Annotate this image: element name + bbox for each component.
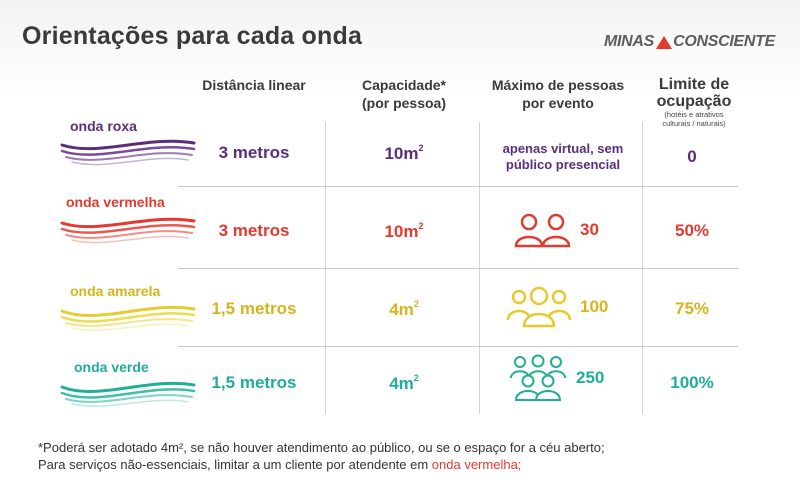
capacity-amarela-exponent: 2 <box>413 299 419 309</box>
five-people-icon <box>510 354 566 401</box>
max-roxa-line1: apenas virtual, sem <box>502 141 624 156</box>
capacity-verde-exponent: 2 <box>413 373 419 383</box>
wave-label-vermelha: onda vermelha <box>66 194 165 210</box>
capacity-roxa: 10m2 <box>340 143 468 164</box>
row-divider <box>178 186 738 187</box>
header-capacidade-line1: Capacidade* <box>361 77 447 93</box>
footnote-line2-text: Para serviços não-essenciais, limitar a … <box>38 457 432 472</box>
minas-consciente-logo: MINAS CONSCIENTE <box>604 33 775 51</box>
limit-amarela: 75% <box>674 299 710 318</box>
green-wave-icon <box>60 381 196 407</box>
max-roxa-line2: público presencial <box>505 157 621 172</box>
max-verde-value: 250 <box>576 368 605 387</box>
capacity-amarela: 4m2 <box>340 299 468 320</box>
header-maximo-line2: por evento <box>522 95 594 111</box>
header-limite: Limite de ocupação (hotéis e atrativos c… <box>646 76 742 128</box>
distance-vermelha: 3 metros <box>218 221 290 240</box>
max-vermelha-value: 30 <box>580 220 599 239</box>
wave-label-roxa: onda roxa <box>70 118 137 134</box>
distance-roxa: 3 metros <box>218 143 290 162</box>
red-wave-icon <box>60 217 196 244</box>
header-capacidade-line2: (por pessoa) <box>361 95 446 111</box>
capacity-roxa-value: 10m <box>384 144 419 163</box>
max-vermelha: 30 <box>512 212 599 248</box>
logo-text-minas: MINAS <box>604 33 655 50</box>
header-maximo-line1: Máximo de pessoas <box>491 77 625 93</box>
limit-verde: 100% <box>670 373 714 392</box>
footnote-line1: *Poderá ser adotado 4m², se não houver a… <box>38 440 605 455</box>
max-verde: 250 <box>508 354 604 402</box>
capacity-amarela-value: 4m <box>389 300 414 319</box>
three-people-icon <box>506 286 572 328</box>
logo-text-consciente: CONSCIENTE <box>673 33 775 50</box>
header-limite-note-line1: (hotéis e atrativos <box>664 110 724 119</box>
capacity-vermelha-exponent: 2 <box>418 221 424 231</box>
footnote-line2: Para serviços não-essenciais, limitar a … <box>38 456 605 473</box>
max-roxa: apenas virtual, sem público presencial <box>488 141 638 173</box>
row-divider <box>178 268 738 269</box>
two-people-icon <box>514 213 571 248</box>
row-divider <box>178 346 738 347</box>
capacity-vermelha-value: 10m <box>384 222 419 241</box>
capacity-verde: 4m2 <box>340 373 468 394</box>
header-limite-note-line2: culturais / naturais) <box>662 119 726 128</box>
max-amarela: 100 <box>506 286 608 328</box>
limit-vermelha: 50% <box>674 221 710 240</box>
distance-verde: 1,5 metros <box>211 373 297 392</box>
limit-roxa: 0 <box>687 147 697 166</box>
capacity-vermelha: 10m2 <box>340 221 468 242</box>
footnote-highlight: onda vermelha; <box>431 457 522 472</box>
header-limite-line1: Limite de <box>658 76 730 93</box>
header-distancia: Distância linear <box>202 77 306 93</box>
header-capacidade: Capacidade* (por pessoa) <box>340 76 468 112</box>
logo-triangle-icon <box>656 35 673 49</box>
purple-wave-icon <box>60 139 196 166</box>
yellow-wave-icon <box>60 305 196 331</box>
wave-label-amarela: onda amarela <box>70 283 161 299</box>
distance-amarela: 1,5 metros <box>211 299 297 318</box>
footnote: *Poderá ser adotado 4m², se não houver a… <box>38 439 605 473</box>
capacity-verde-value: 4m <box>389 374 414 393</box>
capacity-roxa-exponent: 2 <box>418 143 424 153</box>
max-amarela-value: 100 <box>580 297 609 316</box>
header-limite-line2: ocupação <box>656 93 732 110</box>
wave-label-verde: onda verde <box>74 359 149 375</box>
page-title: Orientações para cada onda <box>22 22 363 50</box>
header-maximo: Máximo de pessoas por evento <box>478 76 638 112</box>
